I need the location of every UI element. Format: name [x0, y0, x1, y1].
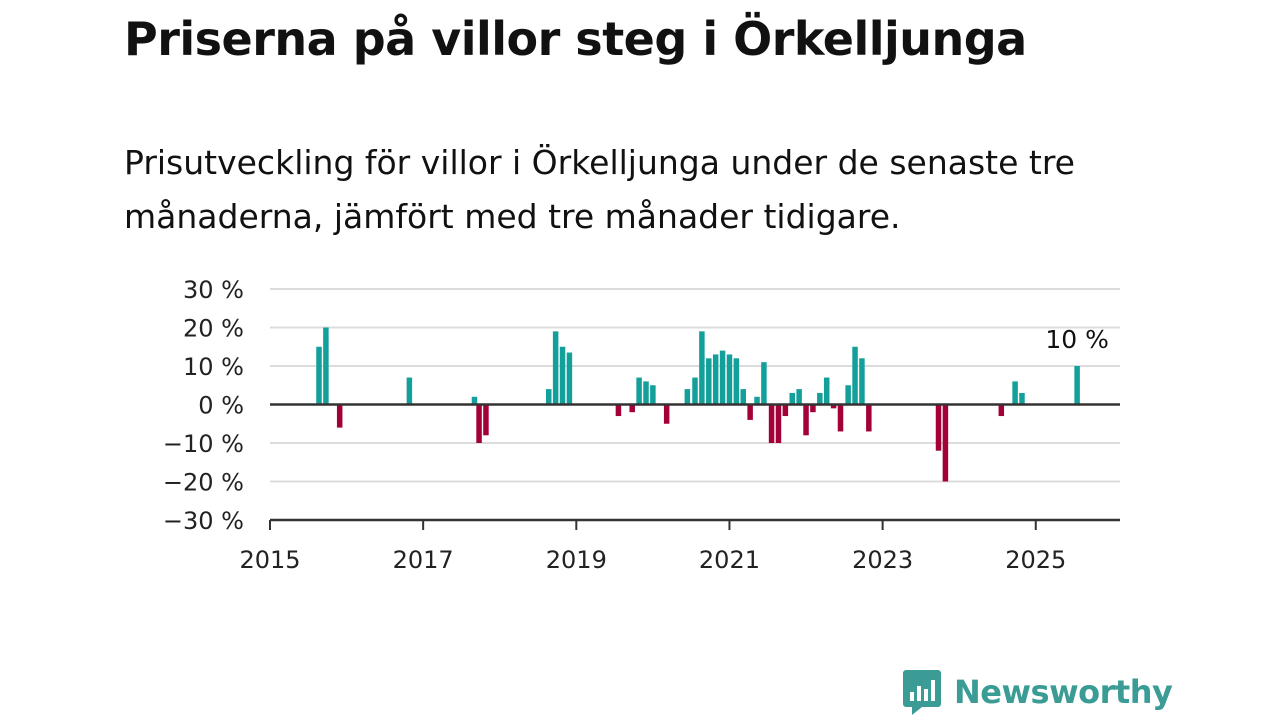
- bar: [733, 358, 740, 405]
- bar: [663, 404, 670, 424]
- bar: [998, 404, 1005, 417]
- y-tick-label: 10 %: [183, 353, 244, 381]
- bar: [559, 346, 566, 405]
- y-tick-label: −30 %: [163, 507, 244, 535]
- x-tick-label: 2017: [393, 546, 454, 574]
- x-tick-label: 2019: [546, 546, 607, 574]
- y-tick-label: 20 %: [183, 315, 244, 343]
- bar: [684, 389, 691, 405]
- bar: [782, 404, 789, 417]
- bar: [650, 385, 656, 405]
- bar: [803, 404, 809, 436]
- bar: [699, 331, 705, 405]
- bar: [712, 354, 719, 405]
- bar: [942, 404, 949, 482]
- x-tick-label: 2025: [1005, 546, 1066, 574]
- bar: [845, 385, 851, 405]
- x-tick-label: 2023: [852, 546, 913, 574]
- bar: [323, 327, 329, 405]
- y-tick-label: 30 %: [183, 276, 244, 304]
- bar: [692, 377, 698, 405]
- x-tick-label: 2015: [239, 546, 300, 574]
- bar: [768, 404, 775, 443]
- bar: [935, 404, 942, 451]
- bar: [775, 404, 782, 443]
- bar: [837, 404, 844, 432]
- bar: [852, 346, 858, 405]
- bar: [406, 377, 413, 405]
- bar: [830, 404, 837, 409]
- x-tick-label: 2021: [699, 546, 760, 574]
- bar: [1012, 381, 1018, 405]
- bar: [810, 404, 816, 413]
- bar: [740, 389, 746, 405]
- bar: [747, 404, 753, 420]
- bar: [566, 352, 573, 405]
- bar: [643, 381, 649, 405]
- bar: [483, 404, 489, 436]
- bar: [719, 350, 726, 405]
- bar: [471, 396, 478, 405]
- y-tick-label: 0 %: [198, 392, 244, 420]
- bar: [316, 346, 322, 405]
- bar: [859, 358, 865, 405]
- bar: [336, 404, 343, 428]
- bar: [552, 331, 559, 405]
- bar: [476, 404, 482, 443]
- bar: [726, 354, 733, 405]
- brand-name: Newsworthy: [954, 673, 1173, 711]
- bar: [823, 377, 830, 405]
- bar: [866, 404, 872, 432]
- newsworthy-logo-icon: [903, 670, 941, 715]
- last-value-annotation: 10 %: [1045, 325, 1109, 354]
- bar: [545, 389, 552, 405]
- brand-logo: Newsworthy: [902, 668, 1173, 716]
- bar: [1019, 392, 1025, 405]
- bar: [629, 404, 635, 413]
- y-tick-label: −10 %: [163, 430, 244, 458]
- bar: [761, 362, 767, 405]
- y-tick-label: −20 %: [163, 469, 244, 497]
- bar: [817, 392, 823, 405]
- bar: [706, 358, 712, 405]
- bar: [615, 404, 622, 417]
- bar: [796, 389, 802, 405]
- bar: [1074, 366, 1080, 405]
- chart-subtitle: Prisutveckling för villor i Örkelljunga …: [124, 143, 1075, 236]
- chart-title: Priserna på villor steg i Örkelljunga: [124, 12, 1027, 66]
- bar: [754, 396, 760, 405]
- bar: [636, 377, 642, 405]
- bar: [789, 392, 796, 405]
